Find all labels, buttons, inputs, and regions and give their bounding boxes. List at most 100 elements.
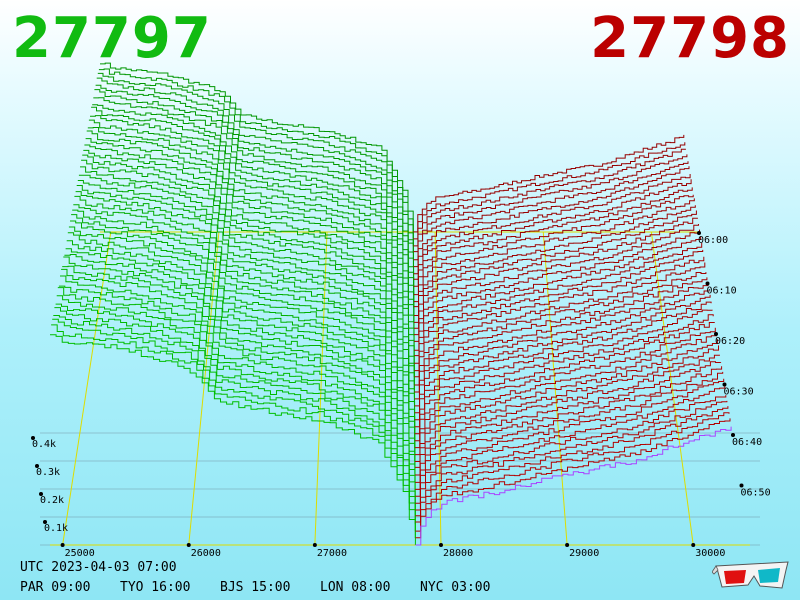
ask-depth-line	[413, 161, 689, 261]
ask-depth-line	[415, 361, 722, 476]
ask-depth-line	[413, 217, 698, 323]
bid-depth-line	[87, 127, 415, 309]
ask-depth-line	[415, 354, 720, 468]
volume-tick-label: 0.1k	[44, 523, 68, 534]
ask-price: 27798	[590, 6, 790, 71]
bid-depth-line	[54, 307, 416, 515]
bid-depth-line	[66, 240, 416, 441]
ask-depth-line	[415, 386, 726, 504]
time-tick-marker	[739, 483, 744, 488]
ask-depth-line	[414, 229, 700, 336]
grid-line	[650, 231, 694, 546]
utc-timestamp: UTC 2023-04-03 07:00	[20, 560, 177, 575]
volume-tick-label: 0.3k	[36, 467, 60, 478]
price-tick-marker	[312, 543, 317, 547]
bid-depth-line	[67, 232, 416, 434]
bid-depth-line	[78, 174, 415, 363]
ask-depth-line	[414, 314, 714, 428]
volume-tick-marker	[31, 436, 35, 440]
bid-depth-line	[86, 130, 415, 316]
ask-depth-line	[415, 412, 730, 532]
ask-depth-line	[413, 154, 688, 253]
ask-depth-line	[415, 366, 723, 483]
3d-glasses-icon[interactable]	[712, 558, 792, 592]
ask-depth-line	[413, 179, 692, 280]
price-tick-label: 27000	[317, 548, 347, 559]
ask-depth-line	[414, 284, 709, 393]
ask-depth-line	[414, 322, 715, 435]
ask-depth-line	[414, 309, 713, 421]
grid-line	[188, 231, 220, 546]
ask-depth-line	[413, 166, 690, 268]
grid-line	[62, 231, 112, 546]
bid-depth-line	[62, 265, 416, 467]
ask-depth-line	[414, 224, 699, 329]
ask-depth-line	[415, 400, 728, 517]
city-time-bjs: BJS 15:00	[220, 580, 291, 595]
time-tick-label: 06:30	[724, 387, 754, 398]
ask-depth-line	[415, 426, 732, 546]
price-tick-label: 30000	[695, 548, 725, 559]
bid-depth-line	[93, 97, 414, 273]
bid-depth-line	[95, 84, 414, 260]
bid-depth-line	[77, 180, 415, 372]
ask-depth-line	[413, 187, 693, 287]
bid-depth-line	[82, 154, 415, 343]
ask-depth-line	[414, 339, 718, 456]
time-tick-marker	[697, 231, 701, 235]
bid-depth-line	[52, 318, 416, 532]
time-tick-label: 06:40	[732, 437, 762, 448]
bid-depth-line	[56, 295, 416, 504]
city-time-par: PAR 09:00	[20, 580, 91, 595]
price-tick-marker	[186, 543, 191, 547]
ask-depth-line	[414, 301, 712, 414]
ask-depth-line	[413, 194, 694, 296]
bid-depth-line	[90, 115, 415, 295]
ask-depth-line	[414, 332, 717, 449]
ask-depth-line	[414, 249, 704, 357]
ask-depth-line	[415, 406, 729, 523]
price-tick-marker	[691, 543, 696, 547]
volume-tick-marker	[39, 492, 43, 496]
ask-depth-line	[415, 418, 731, 539]
bid-depth-line	[83, 149, 415, 337]
bid-depth-line	[81, 159, 415, 351]
time-tick-marker	[714, 332, 718, 336]
bid-depth-line	[98, 68, 414, 239]
bid-depth-line	[70, 220, 415, 419]
bid-depth-line	[85, 138, 415, 323]
bid-depth-line	[73, 204, 415, 398]
time-tick-marker	[722, 382, 727, 387]
time-tick-label: 06:10	[707, 286, 737, 297]
ask-depth-line	[415, 378, 725, 497]
bid-depth-line	[68, 226, 416, 427]
bid-depth-line	[74, 195, 415, 390]
price-tick-marker	[565, 543, 570, 547]
ask-depth-line	[413, 134, 685, 233]
ask-depth-line	[414, 272, 707, 378]
grid-line	[314, 231, 328, 546]
bid-depth-line	[96, 77, 414, 253]
volume-tick-marker	[43, 520, 47, 524]
bid-depth-line	[76, 185, 415, 377]
price-tick-marker	[438, 543, 443, 547]
bid-depth-line	[64, 254, 416, 453]
price-tick-label: 25000	[65, 548, 95, 559]
bid-depth-line	[80, 166, 415, 358]
price-tick-marker	[60, 543, 65, 547]
time-tick-label: 06:00	[698, 235, 728, 246]
ask-depth-line	[413, 198, 695, 303]
ask-depth-line	[413, 205, 696, 308]
time-tick-marker	[705, 281, 710, 286]
ask-depth-line	[413, 210, 697, 316]
time-tick-marker	[731, 433, 735, 437]
bid-depth-line	[50, 334, 416, 545]
ask-depth-line	[413, 148, 686, 247]
volume-tick-label: 0.4k	[32, 439, 56, 450]
bid-depth-line	[57, 287, 416, 497]
ask-depth-line	[414, 243, 703, 351]
bid-depth-line	[97, 72, 414, 246]
ask-depth-line	[414, 236, 702, 342]
bid-depth-line	[88, 119, 415, 302]
